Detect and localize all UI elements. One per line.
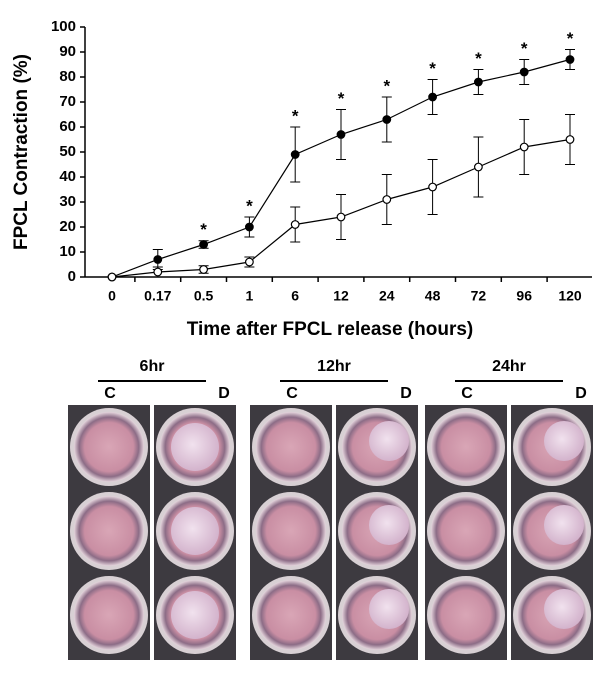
gel-disc xyxy=(369,589,409,629)
gel-disc xyxy=(544,589,584,629)
y-axis-label: FPCL Contraction (%) xyxy=(11,54,32,250)
data-point xyxy=(474,77,483,87)
x-tick-label: 96 xyxy=(516,288,532,304)
x-tick-label: 0 xyxy=(108,288,116,304)
x-tick-label: 0.17 xyxy=(144,288,171,304)
well-inner xyxy=(74,580,144,650)
data-point xyxy=(565,135,575,144)
column-label: D xyxy=(400,385,412,402)
significance-marker: * xyxy=(521,39,528,58)
data-point xyxy=(336,130,346,139)
panel-title: 6hr xyxy=(140,358,165,375)
gel-disc xyxy=(369,505,409,545)
data-point xyxy=(336,212,346,222)
x-tick-label: 24 xyxy=(379,288,395,304)
gel-disc xyxy=(171,423,219,471)
significance-marker: * xyxy=(567,29,574,48)
data-point xyxy=(474,162,483,172)
column-label: D xyxy=(575,385,587,402)
y-tick-label: 80 xyxy=(59,68,76,85)
x-tick-label: 48 xyxy=(425,288,441,304)
data-point xyxy=(153,267,163,277)
well-inner xyxy=(74,412,144,482)
well-inner xyxy=(256,496,326,566)
column-label: C xyxy=(461,385,473,402)
panel-title: 12hr xyxy=(317,358,351,375)
well-inner xyxy=(431,412,501,482)
data-point xyxy=(244,257,254,267)
gel-disc xyxy=(369,421,409,461)
x-axis-label: Time after FPCL release (hours) xyxy=(187,319,474,340)
well-inner xyxy=(74,496,144,566)
x-tick-label: 120 xyxy=(558,288,582,304)
gel-disc xyxy=(171,507,219,555)
data-point xyxy=(382,195,392,204)
data-point xyxy=(382,115,392,124)
y-tick-label: 20 xyxy=(59,218,76,235)
data-point xyxy=(428,182,438,192)
significance-marker: * xyxy=(383,76,390,95)
significance-marker: * xyxy=(292,106,299,125)
significance-marker: * xyxy=(200,220,207,239)
y-tick-label: 90 xyxy=(59,43,76,60)
data-point xyxy=(519,142,529,152)
well-inner xyxy=(431,580,501,650)
data-point xyxy=(290,220,300,229)
data-point xyxy=(565,55,575,64)
data-point xyxy=(199,240,209,249)
column-label: D xyxy=(218,385,230,402)
x-tick-label: 72 xyxy=(471,288,487,304)
x-tick-label: 12 xyxy=(333,288,349,304)
x-tick-label: 0.5 xyxy=(194,288,214,304)
significance-marker: * xyxy=(429,59,436,78)
x-tick-label: 1 xyxy=(246,288,254,304)
significance-marker: * xyxy=(475,49,482,68)
y-tick-label: 0 xyxy=(68,268,76,285)
data-point xyxy=(199,265,209,274)
y-tick-label: 30 xyxy=(59,193,76,210)
y-tick-label: 100 xyxy=(51,18,76,35)
data-point xyxy=(153,255,163,264)
column-label: C xyxy=(286,385,298,402)
data-point xyxy=(290,150,300,159)
well-inner xyxy=(256,580,326,650)
data-point xyxy=(244,222,254,232)
y-tick-label: 10 xyxy=(59,243,76,260)
y-tick-label: 60 xyxy=(59,118,76,135)
well-inner xyxy=(256,412,326,482)
column-label: C xyxy=(104,385,116,402)
y-tick-label: 50 xyxy=(59,143,76,160)
significance-marker: * xyxy=(338,89,345,108)
data-point xyxy=(428,92,438,102)
well-inner xyxy=(431,496,501,566)
x-tick-label: 6 xyxy=(291,288,299,304)
y-tick-label: 40 xyxy=(59,168,76,185)
panel-title: 24hr xyxy=(492,358,526,375)
gel-disc xyxy=(544,505,584,545)
y-tick-label: 70 xyxy=(59,93,76,110)
significance-marker: * xyxy=(246,196,253,215)
data-point xyxy=(519,67,529,77)
gel-disc xyxy=(544,421,584,461)
data-point xyxy=(107,272,117,282)
gel-disc xyxy=(171,591,219,639)
